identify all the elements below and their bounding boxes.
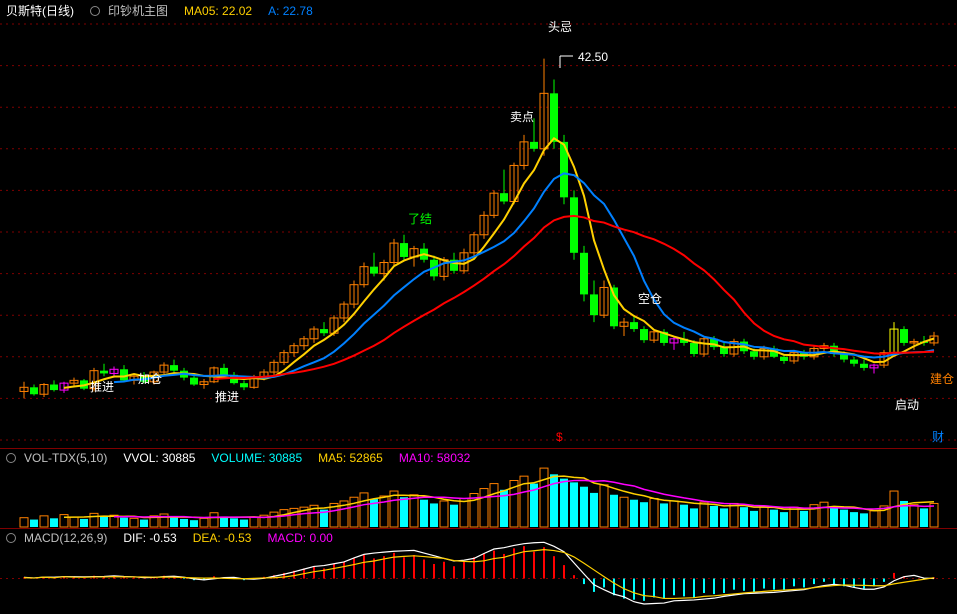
volume-panel[interactable]: VOL-TDX(5,10)VVOL: 30885VOLUME: 30885MA5… xyxy=(0,448,957,528)
annotation: 推进 xyxy=(90,378,114,395)
annotation: $ xyxy=(556,430,563,444)
peak-price-label: 42.50 xyxy=(578,50,608,64)
annotation: 推进 xyxy=(215,388,239,405)
annotation: 加仓 xyxy=(138,370,162,387)
annotation: 了结 xyxy=(408,210,432,227)
annotation: 卖点 xyxy=(510,108,534,125)
macd-header: MACD(12,26,9)DIF: -0.53DEA: -0.53MACD: 0… xyxy=(6,531,349,545)
main-candlestick-panel[interactable]: 贝斯特(日线)印钞机主图MA05: 22.02A: 22.78 42.50 头忌… xyxy=(0,0,957,448)
annotation: 建仓 xyxy=(930,370,954,387)
annotation: 启动 xyxy=(895,396,919,413)
annotation: 财 xyxy=(932,428,944,445)
volume-header: VOL-TDX(5,10)VVOL: 30885VOLUME: 30885MA5… xyxy=(6,451,486,465)
annotation: 头忌 xyxy=(548,18,572,35)
main-header: 贝斯特(日线)印钞机主图MA05: 22.02A: 22.78 xyxy=(6,2,329,19)
annotation: 空仓 xyxy=(638,290,662,307)
macd-panel[interactable]: MACD(12,26,9)DIF: -0.53DEA: -0.53MACD: 0… xyxy=(0,528,957,613)
